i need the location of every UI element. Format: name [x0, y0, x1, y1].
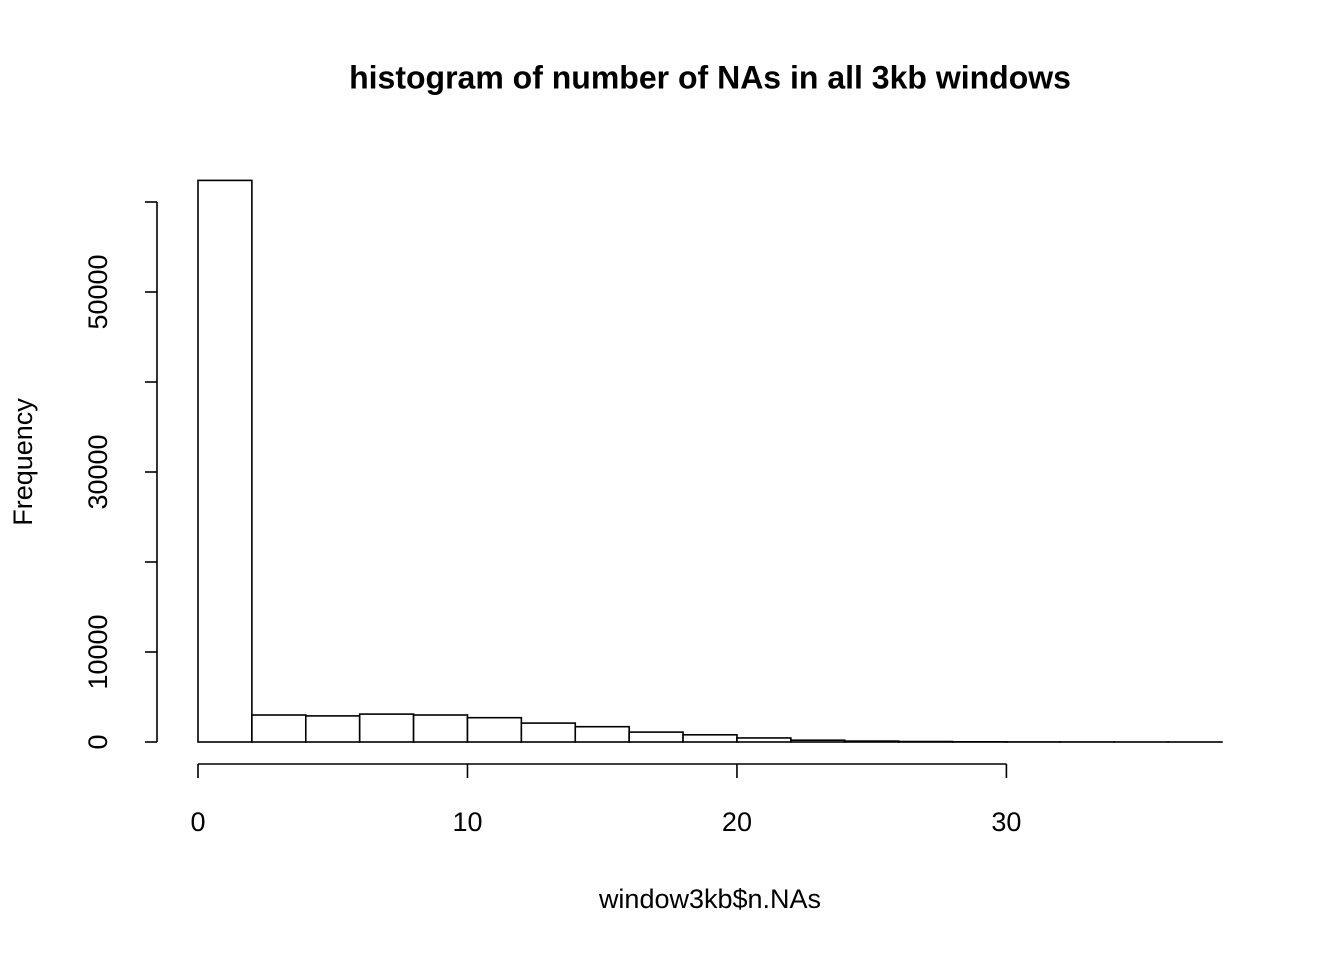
- y-tick-label: 50000: [83, 254, 113, 329]
- bar: [358, 713, 415, 743]
- x-tick-label: 20: [722, 807, 752, 837]
- x-axis-label: window3kb$n.NAs: [598, 884, 821, 914]
- bar: [790, 739, 846, 743]
- bar: [304, 715, 361, 743]
- bar: [628, 731, 684, 743]
- y-tick-label: 10000: [83, 614, 113, 689]
- bar: [520, 722, 577, 743]
- bar: [682, 733, 738, 743]
- bar: [197, 179, 253, 743]
- y-tick-label: 30000: [83, 434, 113, 509]
- x-tick-label: 30: [991, 807, 1021, 837]
- bar: [574, 725, 630, 743]
- chart-title: histogram of number of NAs in all 3kb wi…: [349, 59, 1071, 95]
- bar: [843, 740, 900, 743]
- bar: [412, 714, 469, 743]
- bar: [466, 716, 523, 743]
- x-tick-label: 10: [452, 807, 482, 837]
- bar: [736, 737, 792, 743]
- x-tick-label: 0: [190, 807, 205, 837]
- bar: [251, 714, 307, 743]
- y-axis-label: Frequency: [8, 398, 38, 526]
- y-tick-label: 0: [83, 734, 113, 749]
